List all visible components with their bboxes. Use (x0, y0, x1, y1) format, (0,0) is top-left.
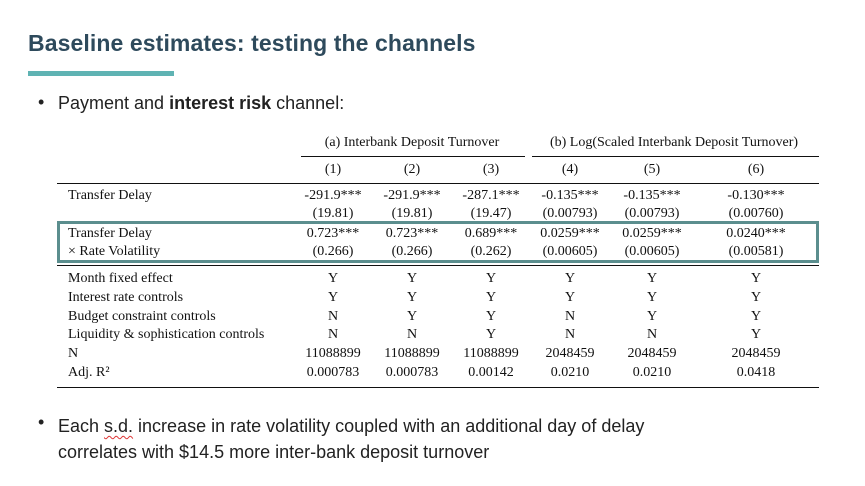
slide-title: Baseline estimates: testing the channels (28, 30, 476, 56)
col-number: (3) (482, 162, 500, 177)
control-value: N (327, 309, 339, 324)
std-error: (0.00793) (624, 206, 680, 221)
coef-value: 0.0259*** (540, 226, 600, 241)
group-a-header: (a) Interbank Deposit Turnover (324, 135, 500, 150)
std-error: (19.81) (312, 206, 354, 221)
group-b-underline (532, 156, 819, 157)
control-value: Y (327, 290, 339, 305)
std-error: (0.262) (470, 244, 512, 259)
row-label-rate-volatility: × Rate Volatility (68, 244, 161, 259)
row-label-liquidity: Liquidity & sophistication controls (68, 327, 265, 342)
bullet-text: Each s.d. increase in rate volatility co… (58, 413, 644, 465)
control-value: Y (750, 271, 762, 286)
control-value: 0.000783 (385, 365, 439, 380)
row-label-transfer-delay: Transfer Delay (68, 188, 152, 203)
control-value: Y (406, 309, 418, 324)
bullet2-line1: increase in rate volatility coupled with… (133, 416, 645, 436)
control-value: Y (750, 309, 762, 324)
control-value: Y (646, 271, 658, 286)
bottom-rule (57, 387, 819, 388)
row-label-adj-r2: Adj. R² (68, 365, 110, 380)
coef-value: -291.9*** (383, 188, 441, 203)
std-error: (0.266) (391, 244, 433, 259)
row-label-n: N (68, 346, 79, 361)
coef-rule (57, 265, 819, 266)
bullet-dot-icon: • (38, 412, 45, 432)
control-value: Y (646, 309, 658, 324)
std-error: (0.266) (312, 244, 354, 259)
control-value: N (564, 309, 576, 324)
bullet1-pre: Payment and (58, 93, 170, 113)
std-error: (0.00605) (542, 244, 598, 259)
control-value: Y (646, 290, 658, 305)
std-error: (0.00793) (542, 206, 598, 221)
header-rule (57, 183, 819, 184)
control-value: N (327, 327, 339, 342)
bullet2-pre: Each (58, 416, 105, 436)
std-error: (0.00760) (728, 206, 784, 221)
control-value: N (646, 327, 658, 342)
bullet-text: Payment and interest risk channel: (58, 93, 344, 114)
bullet-dot-icon: • (38, 92, 45, 112)
row-label-budget: Budget constraint controls (68, 309, 216, 324)
coef-value: -287.1*** (462, 188, 520, 203)
coef-value: 0.723*** (385, 226, 439, 241)
std-error: (0.00605) (624, 244, 680, 259)
control-value: 0.0210 (550, 365, 590, 380)
control-value: 0.000783 (306, 365, 360, 380)
control-value: 2048459 (627, 346, 677, 361)
control-value: Y (406, 271, 418, 286)
control-value: Y (750, 290, 762, 305)
control-value: Y (485, 327, 497, 342)
coef-value: -0.130*** (727, 188, 785, 203)
bullet1-bold: interest risk (169, 93, 272, 113)
bullet2-sd: s.d. (104, 416, 134, 436)
control-value: N (406, 327, 418, 342)
group-a-underline (301, 156, 525, 157)
control-value: Y (485, 271, 497, 286)
std-error: (19.47) (470, 206, 512, 221)
row-label-month-fe: Month fixed effect (68, 271, 173, 286)
bullet2-line2: correlates with $14.5 more inter-bank de… (58, 442, 490, 462)
control-value: Y (564, 290, 576, 305)
control-value: Y (327, 271, 339, 286)
std-error: (19.81) (391, 206, 433, 221)
title-accent-bar (28, 71, 174, 76)
row-label-interest-rate: Interest rate controls (68, 290, 184, 305)
control-value: N (564, 327, 576, 342)
coef-value: 0.723*** (306, 226, 360, 241)
control-value: 11088899 (463, 346, 519, 361)
row-label-transfer-delay: Transfer Delay (68, 226, 152, 241)
col-number: (6) (747, 162, 765, 177)
coef-value: 0.0259*** (622, 226, 682, 241)
control-value: Y (485, 290, 497, 305)
control-value: Y (564, 271, 576, 286)
std-error: (0.00581) (728, 244, 784, 259)
control-value: Y (485, 309, 497, 324)
control-value: 0.00142 (468, 365, 514, 380)
col-number: (1) (324, 162, 342, 177)
col-number: (4) (561, 162, 579, 177)
control-value: 11088899 (305, 346, 361, 361)
control-value: 0.0418 (736, 365, 776, 380)
coef-value: 0.689*** (464, 226, 518, 241)
control-value: Y (750, 327, 762, 342)
control-value: 11088899 (384, 346, 440, 361)
bullet1-post: channel: (271, 93, 345, 113)
coef-value: -291.9*** (304, 188, 362, 203)
control-value: 0.0210 (632, 365, 672, 380)
coef-value: -0.135*** (623, 188, 681, 203)
highlight-box (57, 221, 819, 263)
control-value: Y (406, 290, 418, 305)
col-number: (2) (403, 162, 421, 177)
coef-value: 0.0240*** (726, 226, 786, 241)
control-value: 2048459 (731, 346, 781, 361)
coef-value: -0.135*** (541, 188, 599, 203)
control-value: 2048459 (545, 346, 595, 361)
col-number: (5) (643, 162, 661, 177)
group-b-header: (b) Log(Scaled Interbank Deposit Turnove… (549, 135, 799, 150)
